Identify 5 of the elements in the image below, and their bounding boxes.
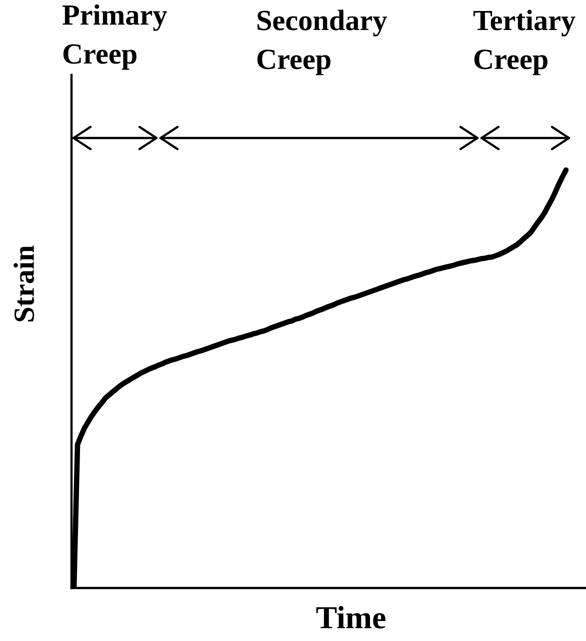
x-axis-title: Time [316,606,386,628]
y-axis-title: Strain [14,246,34,322]
text: Secondary Creep [257,10,387,76]
text: Primary Creep [62,4,167,70]
text: Tertiary Creep [473,10,576,76]
